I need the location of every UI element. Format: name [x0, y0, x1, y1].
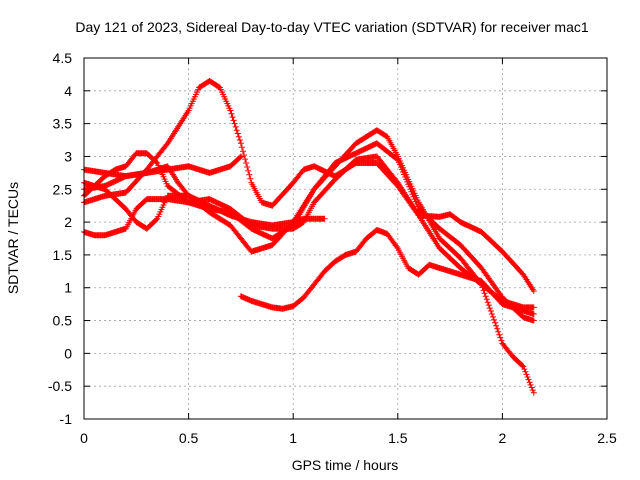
y-tick-label: -1: [60, 411, 73, 427]
y-tick-label: 1.5: [53, 247, 73, 263]
x-tick-label: 1: [289, 430, 297, 446]
y-tick-label: 0: [64, 345, 72, 361]
plot-frame: [83, 57, 608, 420]
data-points-layer: [81, 78, 537, 396]
series-sat-g: [237, 227, 537, 317]
y-tick-label: -0.5: [48, 378, 72, 394]
y-tick-label: 1: [64, 280, 72, 296]
y-tick-label: 3: [64, 148, 72, 164]
y-tick-label: 3.5: [53, 116, 73, 132]
y-tick-label: 0.5: [53, 313, 73, 329]
x-tick-label: 0.5: [179, 430, 199, 446]
y-tick-label: 4.5: [53, 50, 73, 66]
x-axis-label: GPS time / hours: [292, 457, 399, 473]
y-tick-label: 4: [64, 83, 72, 99]
x-tick-label: 2.5: [597, 430, 617, 446]
y-tick-label: 2.5: [53, 181, 73, 197]
data-point-markers: [237, 227, 537, 317]
y-axis-label: SDTVAR / TECUs: [5, 182, 21, 294]
chart-title: Day 121 of 2023, Sidereal Day-to-day VTE…: [75, 19, 588, 35]
x-tick-label: 0: [80, 430, 88, 446]
x-tick-label: 2: [499, 430, 507, 446]
x-tick-label: 1.5: [388, 430, 408, 446]
y-tick-label: 2: [64, 214, 72, 230]
